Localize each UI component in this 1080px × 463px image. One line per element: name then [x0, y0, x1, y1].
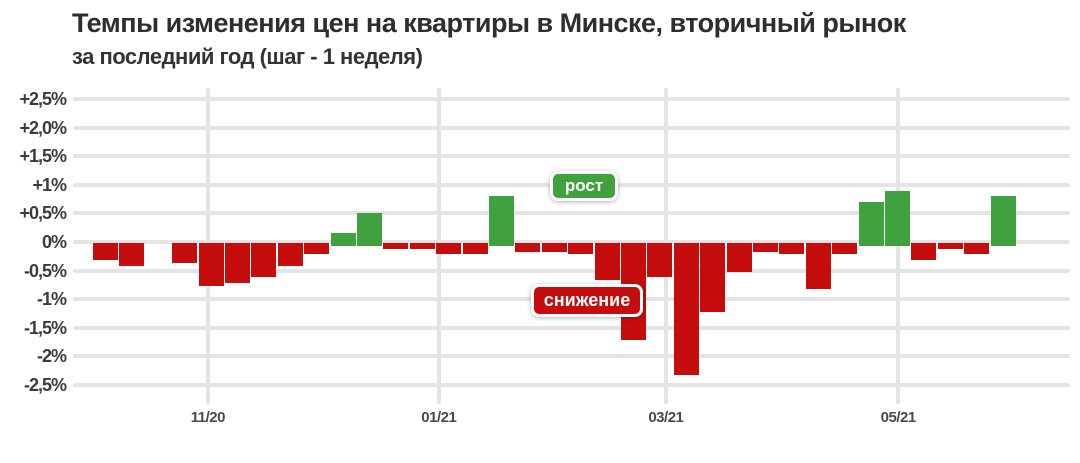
gridline-horizontal [73, 268, 1070, 273]
x-axis-label: 01/21 [421, 409, 457, 426]
bar-decline-week [937, 243, 963, 249]
bar-decline-week [594, 243, 620, 281]
bar-growth-week [357, 213, 382, 246]
bar-growth-week [330, 233, 356, 246]
growth-annotation-label: рост [564, 176, 604, 195]
bar-decline-week [119, 243, 145, 266]
bar-decline-week [383, 243, 409, 249]
bar-decline-week [964, 243, 990, 255]
bar-decline-week [805, 243, 831, 289]
bar-decline-week [673, 243, 699, 375]
bar-decline-week [277, 243, 303, 266]
y-axis-label: +0,5% [19, 203, 67, 224]
gridline-vertical [896, 88, 901, 404]
bar-decline-week [462, 243, 488, 255]
bar-decline-week [515, 243, 541, 252]
y-axis-label: -1% [36, 289, 67, 310]
y-axis-label: +2,0% [19, 117, 67, 138]
y-axis-label: +1,5% [19, 146, 67, 167]
gridline-horizontal [73, 240, 1070, 244]
bar-decline-week [409, 243, 435, 249]
bar-decline-week [753, 243, 778, 252]
bar-decline-week [198, 243, 224, 286]
gridline-horizontal [73, 154, 1070, 159]
bar-decline-week [568, 243, 594, 255]
gridline-horizontal [73, 354, 1070, 359]
chart-subtitle: за последний год (шаг - 1 неделя) [72, 44, 423, 69]
decline-annotation-badge: снижение [531, 284, 643, 317]
y-axis-label: -1,5% [23, 317, 67, 338]
y-axis-label: -0,5% [23, 260, 67, 281]
bar-growth-week [990, 196, 1016, 246]
x-axis-label: 03/21 [648, 409, 684, 426]
gridline-horizontal [73, 97, 1070, 101]
bar-decline-week [779, 243, 805, 255]
bar-decline-week [726, 243, 752, 272]
bar-decline-week [700, 243, 726, 312]
gridline-horizontal [73, 211, 1070, 216]
x-axis-label: 11/20 [190, 409, 226, 426]
gridline-horizontal [73, 383, 1070, 387]
bar-growth-week [858, 201, 884, 246]
bar-decline-week [304, 243, 330, 255]
x-axis-label: 05/21 [880, 409, 917, 426]
bar-decline-week [647, 243, 673, 278]
bar-decline-week [172, 243, 198, 264]
bar-growth-week [885, 190, 910, 246]
y-axis-label: +2,5% [19, 89, 67, 109]
gridline-horizontal [73, 325, 1070, 330]
y-axis-label: -2% [36, 346, 67, 367]
chart-title: Темпы изменения цен на квартиры в Минске… [72, 8, 906, 38]
decline-annotation-label: снижение [543, 290, 631, 310]
growth-annotation-badge: рост [550, 171, 618, 201]
y-axis-label: +1% [32, 174, 67, 195]
bar-decline-week [911, 243, 937, 261]
bar-decline-week [436, 243, 462, 255]
bar-decline-week [541, 243, 567, 252]
y-axis-label: 0% [41, 232, 67, 252]
y-axis-label: -2,5% [23, 375, 67, 395]
gridline-horizontal [73, 125, 1070, 130]
bar-decline-week [251, 243, 277, 278]
bar-decline-week [93, 243, 118, 261]
bar-growth-week [489, 196, 514, 246]
bar-decline-week [225, 243, 250, 284]
bar-decline-week [832, 243, 858, 255]
